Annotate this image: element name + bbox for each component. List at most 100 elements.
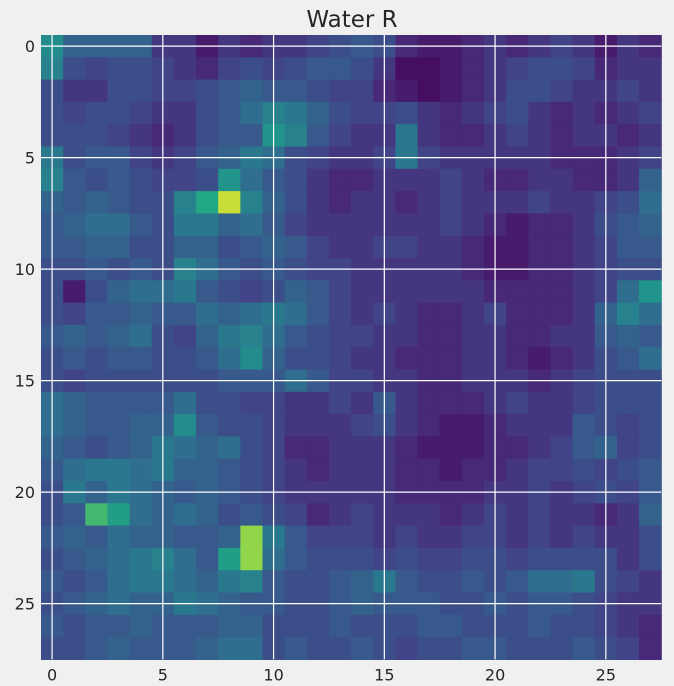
heatmap-cell [107, 503, 131, 527]
heatmap-cell [395, 235, 419, 259]
heatmap-cell [107, 525, 131, 549]
heatmap-cell [351, 191, 374, 214]
heatmap-cell [550, 570, 574, 594]
heatmap-cell [173, 570, 197, 594]
heatmap-cell [550, 347, 574, 371]
heatmap-cell [240, 213, 264, 237]
heatmap-cell [218, 458, 241, 482]
heatmap-cell [306, 324, 330, 348]
heatmap-cell [616, 503, 640, 527]
heatmap-cell [196, 101, 219, 125]
heatmap-cell [550, 101, 574, 125]
heatmap-cell [63, 124, 86, 148]
heatmap-cell [550, 57, 574, 81]
heatmap-cell [218, 391, 241, 415]
heatmap-cell [284, 570, 308, 594]
heatmap-cell [395, 79, 419, 103]
heatmap-cell [173, 124, 197, 148]
heatmap-cell [218, 637, 241, 660]
heatmap-cell [196, 57, 219, 81]
heatmap-cell [173, 302, 197, 326]
heatmap-cell [395, 570, 419, 594]
heatmap-cell [85, 124, 109, 148]
heatmap-cell [240, 570, 264, 594]
heatmap-cell [129, 168, 153, 192]
heatmap-cell [417, 101, 441, 125]
heatmap-cell [461, 280, 485, 304]
heatmap-cell [506, 436, 529, 460]
heatmap-cell [196, 302, 219, 326]
heatmap-cell [196, 570, 219, 594]
heatmap-cell [284, 637, 308, 660]
heatmap-cell [173, 458, 197, 482]
heatmap-cell [328, 280, 352, 304]
heatmap-cell [461, 503, 485, 527]
x-tick-label: 15 [374, 665, 394, 684]
heatmap-cell [240, 547, 264, 571]
heatmap-cell [63, 57, 86, 81]
heatmap-cell [639, 458, 662, 482]
heatmap-cell [417, 124, 441, 148]
heatmap-cell [395, 347, 419, 371]
heatmap-cell [417, 213, 441, 237]
heatmap-cell [63, 458, 86, 482]
heatmap-cell [351, 414, 374, 437]
heatmap-cell [461, 324, 485, 348]
heatmap-cell [572, 302, 596, 326]
heatmap-cell [461, 570, 485, 594]
y-tick-label: 0 [25, 37, 35, 56]
heatmap-cell [439, 280, 463, 304]
heatmap-cell [284, 525, 308, 549]
heatmap-cell [240, 503, 264, 527]
heatmap-cell [173, 547, 197, 571]
x-tick-label: 25 [596, 665, 616, 684]
heatmap-cell [572, 570, 596, 594]
heatmap-cell [461, 168, 485, 192]
x-tick-label: 5 [158, 665, 168, 684]
heatmap-cell [616, 324, 640, 348]
heatmap-cell [506, 614, 529, 638]
heatmap-cell [306, 302, 330, 326]
heatmap-cell [240, 436, 264, 460]
heatmap-cell [129, 547, 153, 571]
heatmap-cell [218, 101, 241, 125]
heatmap-cell [85, 79, 109, 103]
heatmap-cell [107, 637, 131, 660]
heatmap-cell [63, 436, 86, 460]
heatmap-cell [173, 391, 197, 415]
heatmap-cell [439, 391, 463, 415]
heatmap-cell [417, 458, 441, 482]
heatmap-cell [173, 213, 197, 237]
heatmap-cell [85, 570, 109, 594]
heatmap-cell [528, 414, 552, 437]
heatmap-cell [639, 124, 662, 148]
heatmap-cell [284, 302, 308, 326]
heatmap-cell [196, 614, 219, 638]
heatmap-cell [218, 324, 241, 348]
heatmap-cell [196, 324, 219, 348]
heatmap-cell [395, 503, 419, 527]
heatmap-cell [572, 503, 596, 527]
heatmap-cell [306, 458, 330, 482]
heatmap-cell [528, 503, 552, 527]
heatmap-cell [63, 637, 86, 660]
heatmap-cell [196, 191, 219, 214]
heatmap-cell [351, 347, 374, 371]
heatmap-cell [240, 168, 264, 192]
heatmap-cell [351, 391, 374, 415]
heatmap-cell [129, 458, 153, 482]
heatmap-cell [528, 213, 552, 237]
heatmap-cell [129, 347, 153, 371]
heatmap-cell [85, 213, 109, 237]
heatmap-cells [41, 35, 662, 660]
heatmap-cell [328, 391, 352, 415]
heatmap-cell [417, 391, 441, 415]
heatmap-cell [639, 637, 662, 660]
heatmap-cell [461, 525, 485, 549]
heatmap-cell [395, 280, 419, 304]
heatmap-cell [506, 191, 529, 214]
heatmap-cell [528, 637, 552, 660]
heatmap-cell [284, 235, 308, 259]
heatmap-cell [572, 124, 596, 148]
heatmap-cell [616, 302, 640, 326]
